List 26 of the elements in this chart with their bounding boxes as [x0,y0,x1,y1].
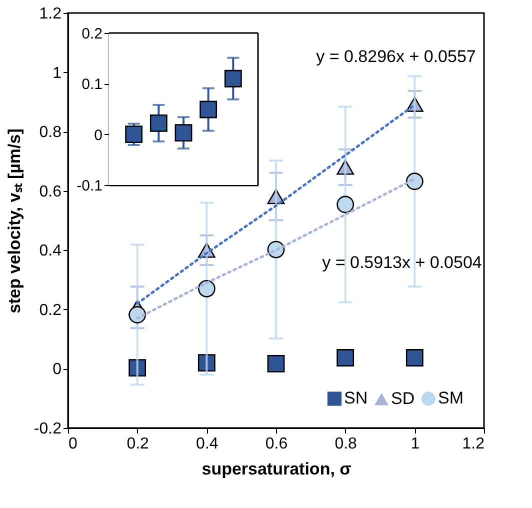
y-tick-label: 1 [52,64,62,82]
y-tick-label: 1.2 [39,6,62,22]
x-tick-label: 1.2 [462,436,485,452]
x-tick-label: 0.4 [196,436,218,452]
y-tick-label: 0.2 [82,26,102,42]
y-tick-label: 0.1 [82,76,102,94]
legend-label: SM [438,388,464,408]
y-tick-label: 0.8 [39,124,62,142]
y-tick-label: 0.6 [39,183,62,200]
legend-label: SN [344,388,368,408]
legend-label: SD [391,389,415,408]
annotation: y = 0.5913x + 0.0504 [322,253,482,272]
y-tick-label: 0 [94,126,102,144]
y-tick-label: -0.2 [34,420,62,438]
x-tick-label: 0.8 [334,436,358,452]
annotation: y = 0.8296x + 0.0557 [316,47,476,66]
x-tick-label: 0.2 [126,436,150,452]
x-tick-label: 0.6 [265,436,288,452]
y-tick-label: 0.2 [39,302,62,319]
x-tick-label: 0 [68,436,78,452]
y-tick-label: 0.4 [39,242,62,260]
y-axis-title: step velocity, vₛₜ [µm/s] [4,128,24,314]
x-tick-label: 1 [410,436,420,452]
y-tick-label: 0 [52,361,62,378]
y-tick-label: -0.1 [76,178,102,194]
x-axis-title: supersaturation, σ [202,460,352,478]
